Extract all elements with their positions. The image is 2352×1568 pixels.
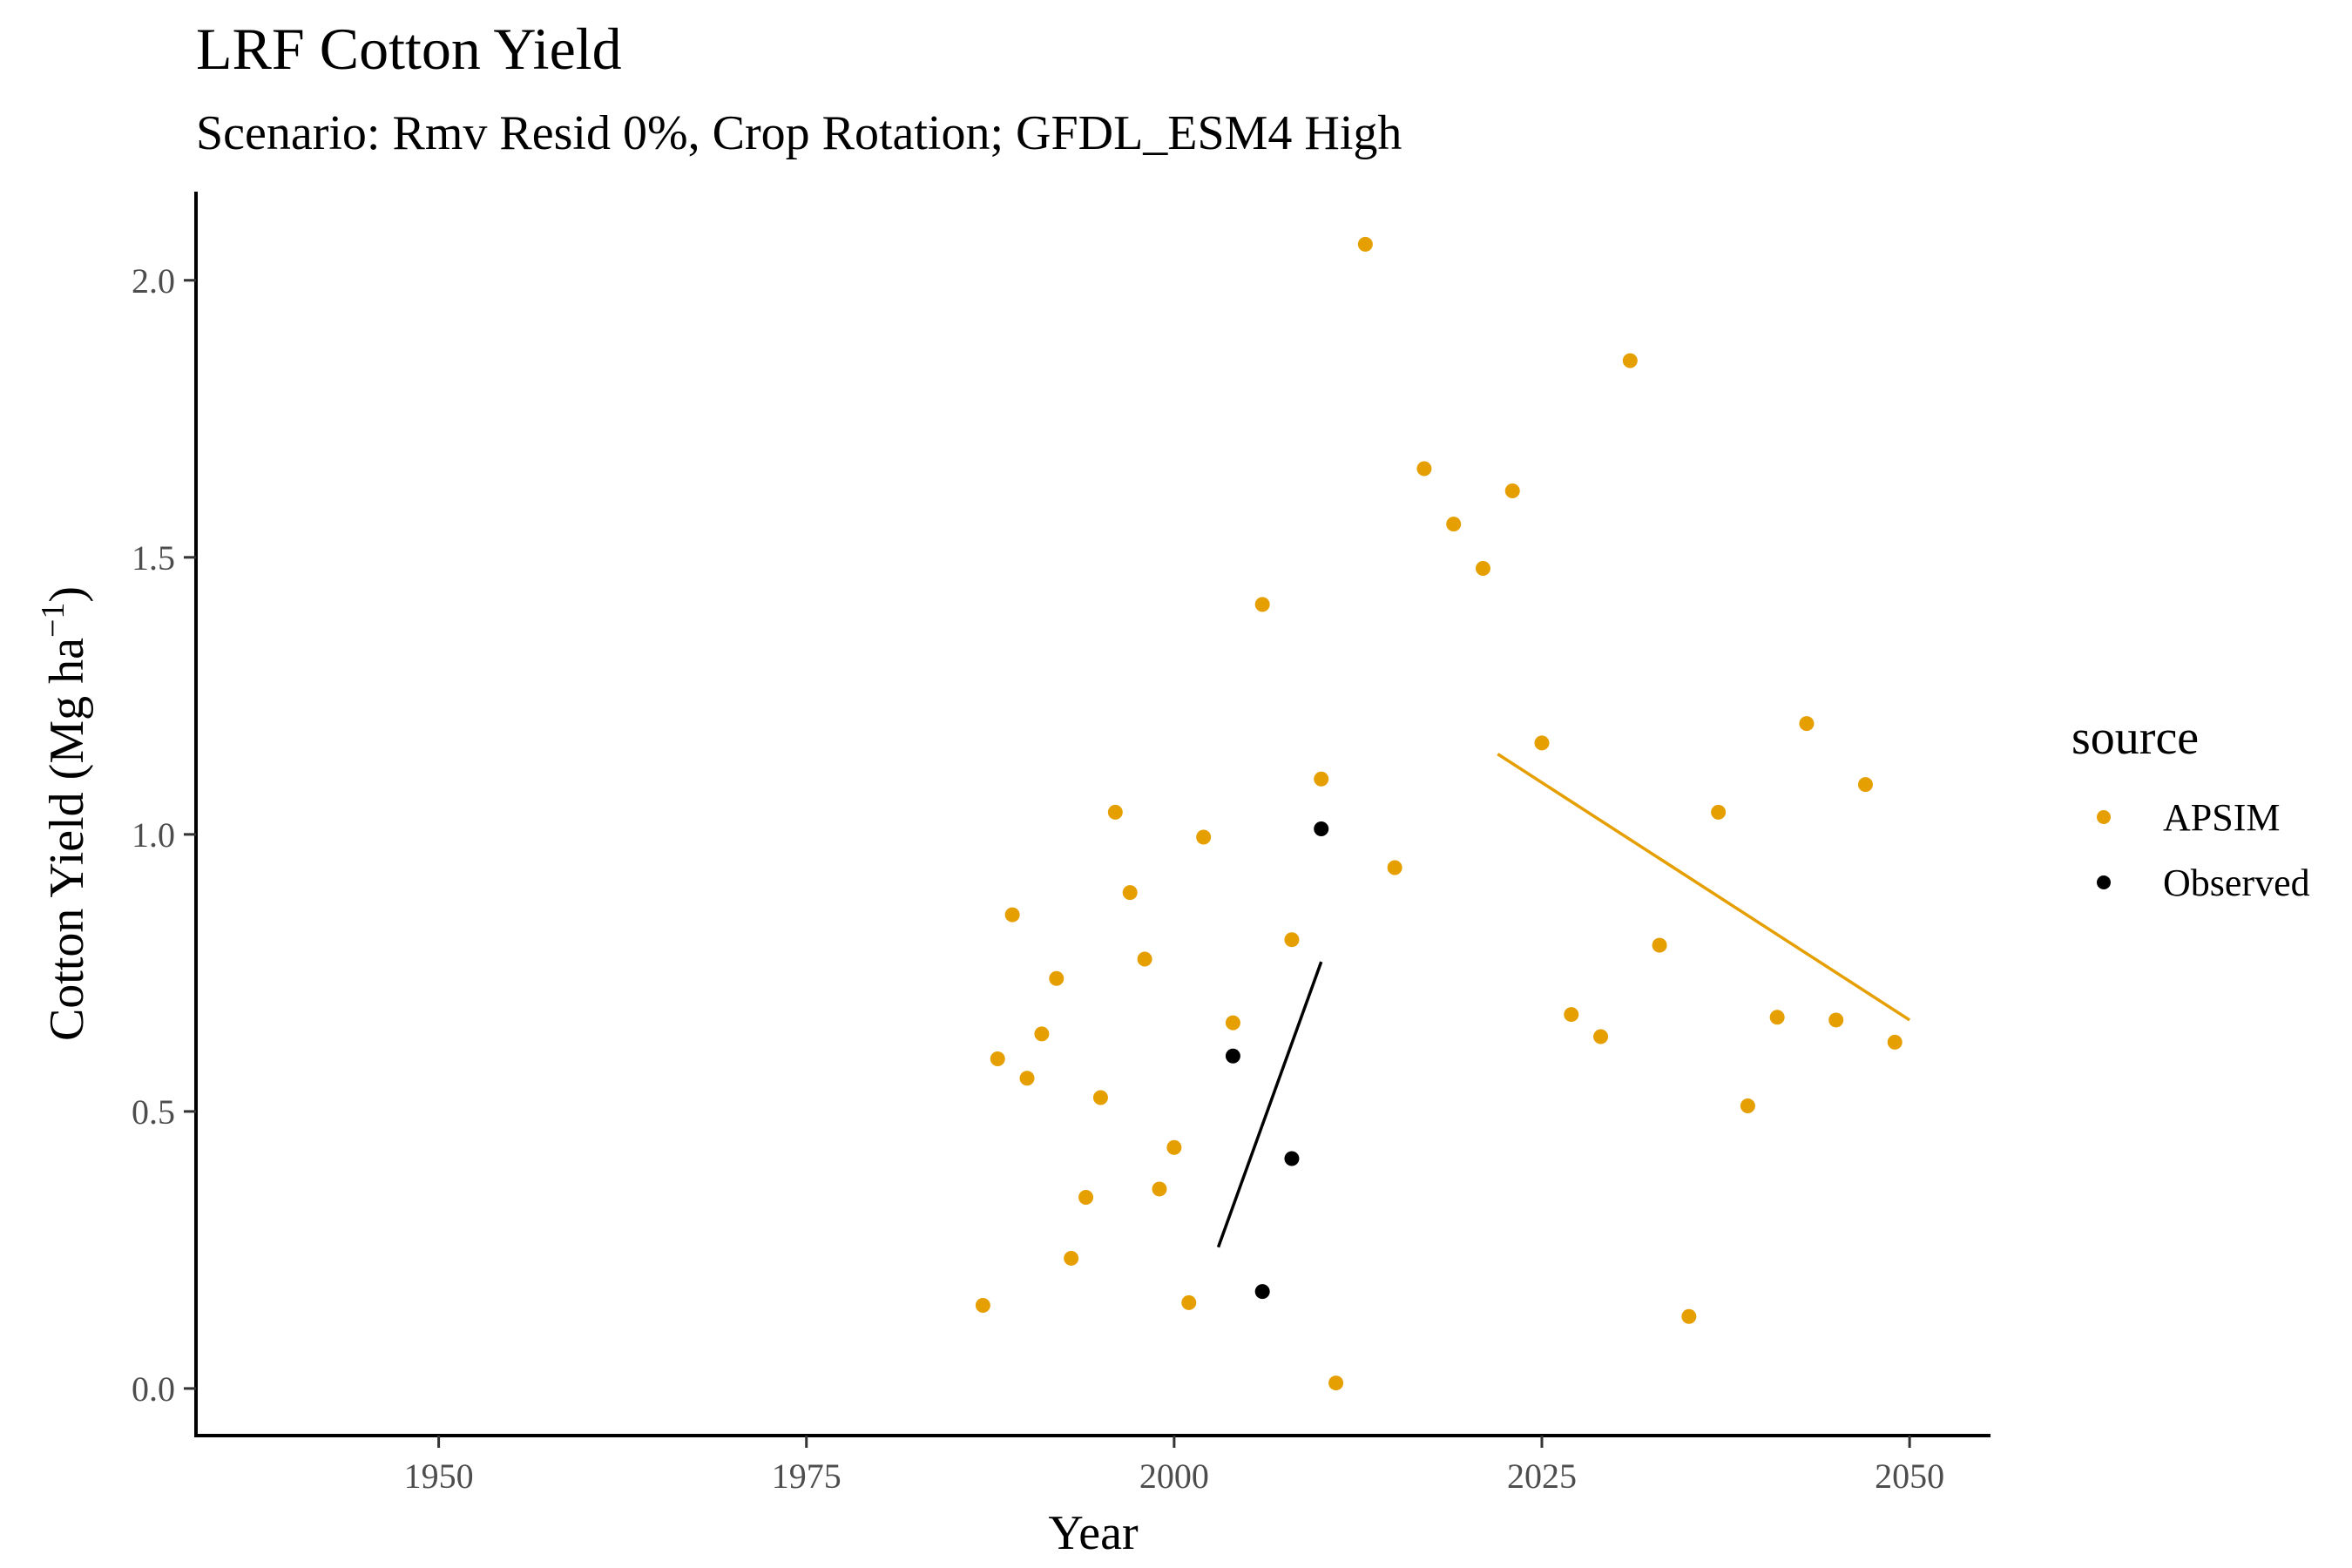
point-apsim — [1711, 804, 1727, 820]
x-tick-label: 1950 — [404, 1456, 474, 1496]
point-apsim — [1564, 1007, 1579, 1023]
point-apsim — [1475, 561, 1490, 577]
point-apsim — [1049, 970, 1064, 986]
point-apsim — [1064, 1250, 1079, 1266]
y-axis-title-superscript: −1 — [35, 603, 71, 638]
point-apsim — [1446, 517, 1462, 532]
y-tick-label: 2.0 — [132, 261, 175, 301]
point-apsim — [975, 1298, 990, 1314]
point-apsim — [1887, 1034, 1903, 1050]
point-apsim — [1828, 1012, 1844, 1028]
point-apsim — [1387, 860, 1402, 875]
trend-lines — [1216, 753, 1911, 1248]
point-apsim — [1799, 716, 1815, 732]
point-apsim — [1681, 1308, 1697, 1324]
point-apsim — [1357, 236, 1373, 252]
point-apsim — [1092, 1090, 1108, 1105]
y-axis-title-main: Cotton Yield (Mg ha — [40, 638, 94, 1041]
x-tick-label: 2025 — [1507, 1456, 1577, 1496]
point-apsim — [1857, 777, 1873, 793]
point-apsim — [1534, 735, 1550, 751]
point-apsim — [1019, 1071, 1035, 1086]
y-ticks: 0.0 0.5 1.0 1.5 2.0 — [132, 261, 196, 1409]
axes — [194, 192, 1990, 1437]
legend-key-observed — [2097, 875, 2111, 889]
x-ticks: 1950 1975 2000 2025 2050 — [404, 1436, 1944, 1496]
point-apsim — [1328, 1375, 1344, 1391]
point-apsim — [1078, 1189, 1094, 1205]
point-apsim — [1593, 1029, 1609, 1044]
point-apsim — [1416, 461, 1432, 476]
point-apsim — [1225, 1015, 1240, 1031]
x-tick-label: 2000 — [1139, 1456, 1209, 1496]
chart-subtitle: Scenario: Rmv Resid 0%, Crop Rotation; G… — [196, 106, 1402, 160]
point-apsim — [1622, 353, 1638, 368]
y-tick-label: 1.0 — [132, 815, 175, 855]
point-apsim — [1004, 907, 1020, 923]
x-tick-label: 2050 — [1875, 1456, 1944, 1496]
point-apsim — [1122, 885, 1138, 901]
point-apsim — [1652, 937, 1667, 953]
legend-label-observed: Observed — [2163, 862, 2310, 904]
point-apsim — [1137, 951, 1152, 967]
point-apsim — [1196, 829, 1212, 845]
point-apsim — [1181, 1294, 1197, 1310]
point-observed — [1254, 1284, 1270, 1300]
y-tick-label: 0.5 — [132, 1092, 175, 1132]
trend-line-apsim — [1497, 753, 1911, 1022]
point-apsim — [1107, 804, 1123, 820]
point-apsim — [1740, 1098, 1755, 1114]
y-axis-title-suffix: ) — [40, 586, 94, 603]
point-apsim — [1034, 1026, 1050, 1042]
point-apsim — [1504, 483, 1520, 498]
x-tick-label: 1975 — [772, 1456, 841, 1496]
legend-key-apsim — [2097, 810, 2111, 824]
point-apsim — [1284, 932, 1300, 948]
trend-line-observed — [1216, 961, 1323, 1248]
legend-label-apsim: APSIM — [2163, 796, 2281, 839]
data-points — [975, 236, 1903, 1391]
x-axis-title: Year — [1048, 1506, 1139, 1560]
point-observed — [1225, 1048, 1240, 1064]
y-tick-label: 0.0 — [132, 1369, 175, 1409]
point-apsim — [1314, 771, 1329, 787]
y-tick-label: 1.5 — [132, 538, 175, 578]
point-apsim — [1769, 1010, 1785, 1025]
point-apsim — [990, 1051, 1005, 1066]
point-observed — [1314, 821, 1329, 836]
legend: source APSIM Observed — [2072, 711, 2310, 904]
point-apsim — [1254, 597, 1270, 612]
y-axis-title: Cotton Yield (Mg ha−1) — [35, 586, 94, 1041]
point-apsim — [1166, 1139, 1182, 1155]
legend-title: source — [2072, 711, 2199, 765]
point-observed — [1284, 1151, 1300, 1166]
point-apsim — [1152, 1181, 1167, 1197]
chart-title: LRF Cotton Yield — [196, 16, 622, 82]
